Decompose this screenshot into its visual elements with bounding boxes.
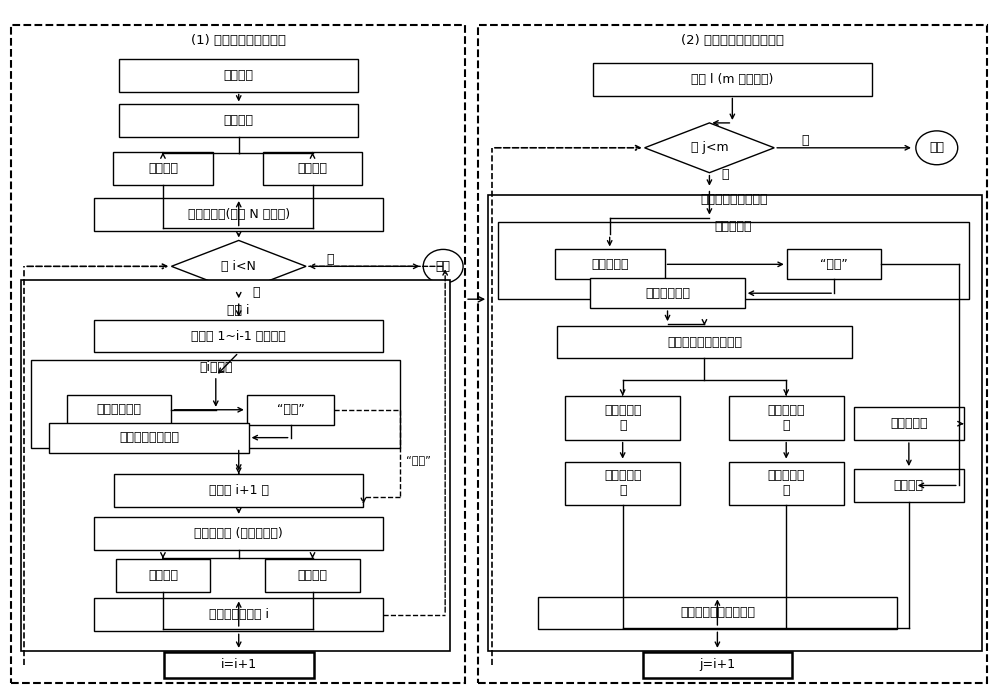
- Text: 污染聚类: 污染聚类: [224, 69, 254, 81]
- FancyBboxPatch shape: [119, 104, 358, 137]
- Ellipse shape: [423, 249, 463, 283]
- Text: 信息损失: 信息损失: [894, 479, 924, 492]
- Text: “冷藏”: “冷藏”: [277, 403, 304, 416]
- Text: 传感器布置方案 i: 传感器布置方案 i: [209, 608, 269, 622]
- FancyBboxPatch shape: [538, 596, 897, 629]
- FancyBboxPatch shape: [488, 195, 982, 651]
- Text: 单个传感器发生中断: 单个传感器发生中断: [701, 193, 768, 206]
- FancyBboxPatch shape: [114, 474, 363, 507]
- Text: 方案 l (m 个传感器): 方案 l (m 个传感器): [691, 72, 774, 86]
- Text: 分层算法: 分层算法: [224, 114, 254, 127]
- Text: “冷藏”: “冷藏”: [820, 258, 848, 271]
- FancyBboxPatch shape: [164, 651, 314, 678]
- Text: 可观测性: 可观测性: [298, 162, 328, 175]
- Text: 未识别的聚
类: 未识别的聚 类: [767, 404, 805, 432]
- Text: 传感器列表: 传感器列表: [591, 258, 628, 271]
- Text: 传感器列表(数量 N 和位置): 传感器列表(数量 N 和位置): [188, 208, 290, 221]
- Text: 传感器发生中断的影响: 传感器发生中断的影响: [680, 606, 755, 619]
- Polygon shape: [645, 123, 774, 173]
- FancyBboxPatch shape: [94, 198, 383, 231]
- FancyBboxPatch shape: [643, 651, 792, 678]
- FancyBboxPatch shape: [854, 469, 964, 502]
- FancyBboxPatch shape: [247, 395, 334, 425]
- Text: 可检测性: 可检测性: [148, 162, 178, 175]
- Text: 对 i<N: 对 i<N: [221, 260, 256, 273]
- Text: 未检测的聚
类: 未检测的聚 类: [604, 404, 641, 432]
- Text: 是: 是: [252, 286, 259, 299]
- FancyBboxPatch shape: [263, 152, 362, 185]
- FancyBboxPatch shape: [593, 63, 872, 95]
- FancyBboxPatch shape: [94, 599, 383, 631]
- FancyBboxPatch shape: [729, 396, 844, 440]
- FancyBboxPatch shape: [49, 422, 249, 452]
- Text: 最优节点位置: 最优节点位置: [97, 403, 142, 416]
- Text: 可检测性: 可检测性: [148, 569, 178, 582]
- Ellipse shape: [916, 131, 958, 165]
- Text: 选择次优节点位置: 选择次优节点位置: [119, 431, 179, 444]
- Text: 结束: 结束: [929, 141, 944, 155]
- Text: 结束: 结束: [436, 260, 451, 273]
- Text: 未识别的影
响: 未识别的影 响: [767, 470, 805, 498]
- Text: 传感器新列表: 传感器新列表: [645, 287, 690, 300]
- FancyBboxPatch shape: [729, 461, 844, 505]
- FancyBboxPatch shape: [67, 395, 171, 425]
- Text: 污染聚类的检测与识别: 污染聚类的检测与识别: [667, 335, 742, 349]
- Text: 可观测性: 可观测性: [298, 569, 328, 582]
- FancyBboxPatch shape: [565, 461, 680, 505]
- Text: 选择第 1~i-1 个传感器: 选择第 1~i-1 个传感器: [191, 329, 286, 342]
- Text: 继续第 i+1 步: 继续第 i+1 步: [209, 484, 269, 497]
- Text: 传感器列表 (位置和次序): 传感器列表 (位置和次序): [194, 527, 283, 540]
- FancyBboxPatch shape: [21, 280, 450, 651]
- FancyBboxPatch shape: [31, 360, 400, 448]
- FancyBboxPatch shape: [265, 559, 360, 592]
- Text: 传感器中断: 传感器中断: [715, 220, 752, 233]
- Text: 方案 i: 方案 i: [227, 303, 250, 317]
- Text: 第i次选择: 第i次选择: [199, 361, 233, 374]
- Text: 联合信息熵: 联合信息熵: [890, 417, 928, 430]
- FancyBboxPatch shape: [11, 25, 465, 683]
- FancyBboxPatch shape: [555, 249, 665, 279]
- Text: 对 j<m: 对 j<m: [691, 141, 728, 155]
- FancyBboxPatch shape: [478, 25, 987, 683]
- FancyBboxPatch shape: [565, 396, 680, 440]
- Text: i=i+1: i=i+1: [221, 658, 257, 671]
- Polygon shape: [171, 240, 306, 292]
- FancyBboxPatch shape: [94, 319, 383, 352]
- FancyBboxPatch shape: [557, 326, 852, 358]
- Text: (1) 传感器布置初始方案: (1) 传感器布置初始方案: [191, 33, 286, 47]
- FancyBboxPatch shape: [94, 517, 383, 550]
- Text: 否: 否: [801, 134, 809, 148]
- Text: (2) 传感器发生中断的影响: (2) 传感器发生中断的影响: [681, 33, 784, 47]
- FancyBboxPatch shape: [787, 249, 881, 279]
- Text: “解冻”: “解冻”: [406, 454, 431, 464]
- FancyBboxPatch shape: [119, 58, 358, 92]
- Text: 否: 否: [327, 253, 334, 266]
- FancyBboxPatch shape: [113, 152, 213, 185]
- FancyBboxPatch shape: [116, 559, 210, 592]
- Text: j=i+1: j=i+1: [699, 658, 735, 671]
- FancyBboxPatch shape: [590, 278, 745, 308]
- FancyBboxPatch shape: [498, 221, 969, 299]
- FancyBboxPatch shape: [854, 407, 964, 440]
- Text: 未检测的影
响: 未检测的影 响: [604, 470, 641, 498]
- Text: 是: 是: [722, 168, 729, 181]
